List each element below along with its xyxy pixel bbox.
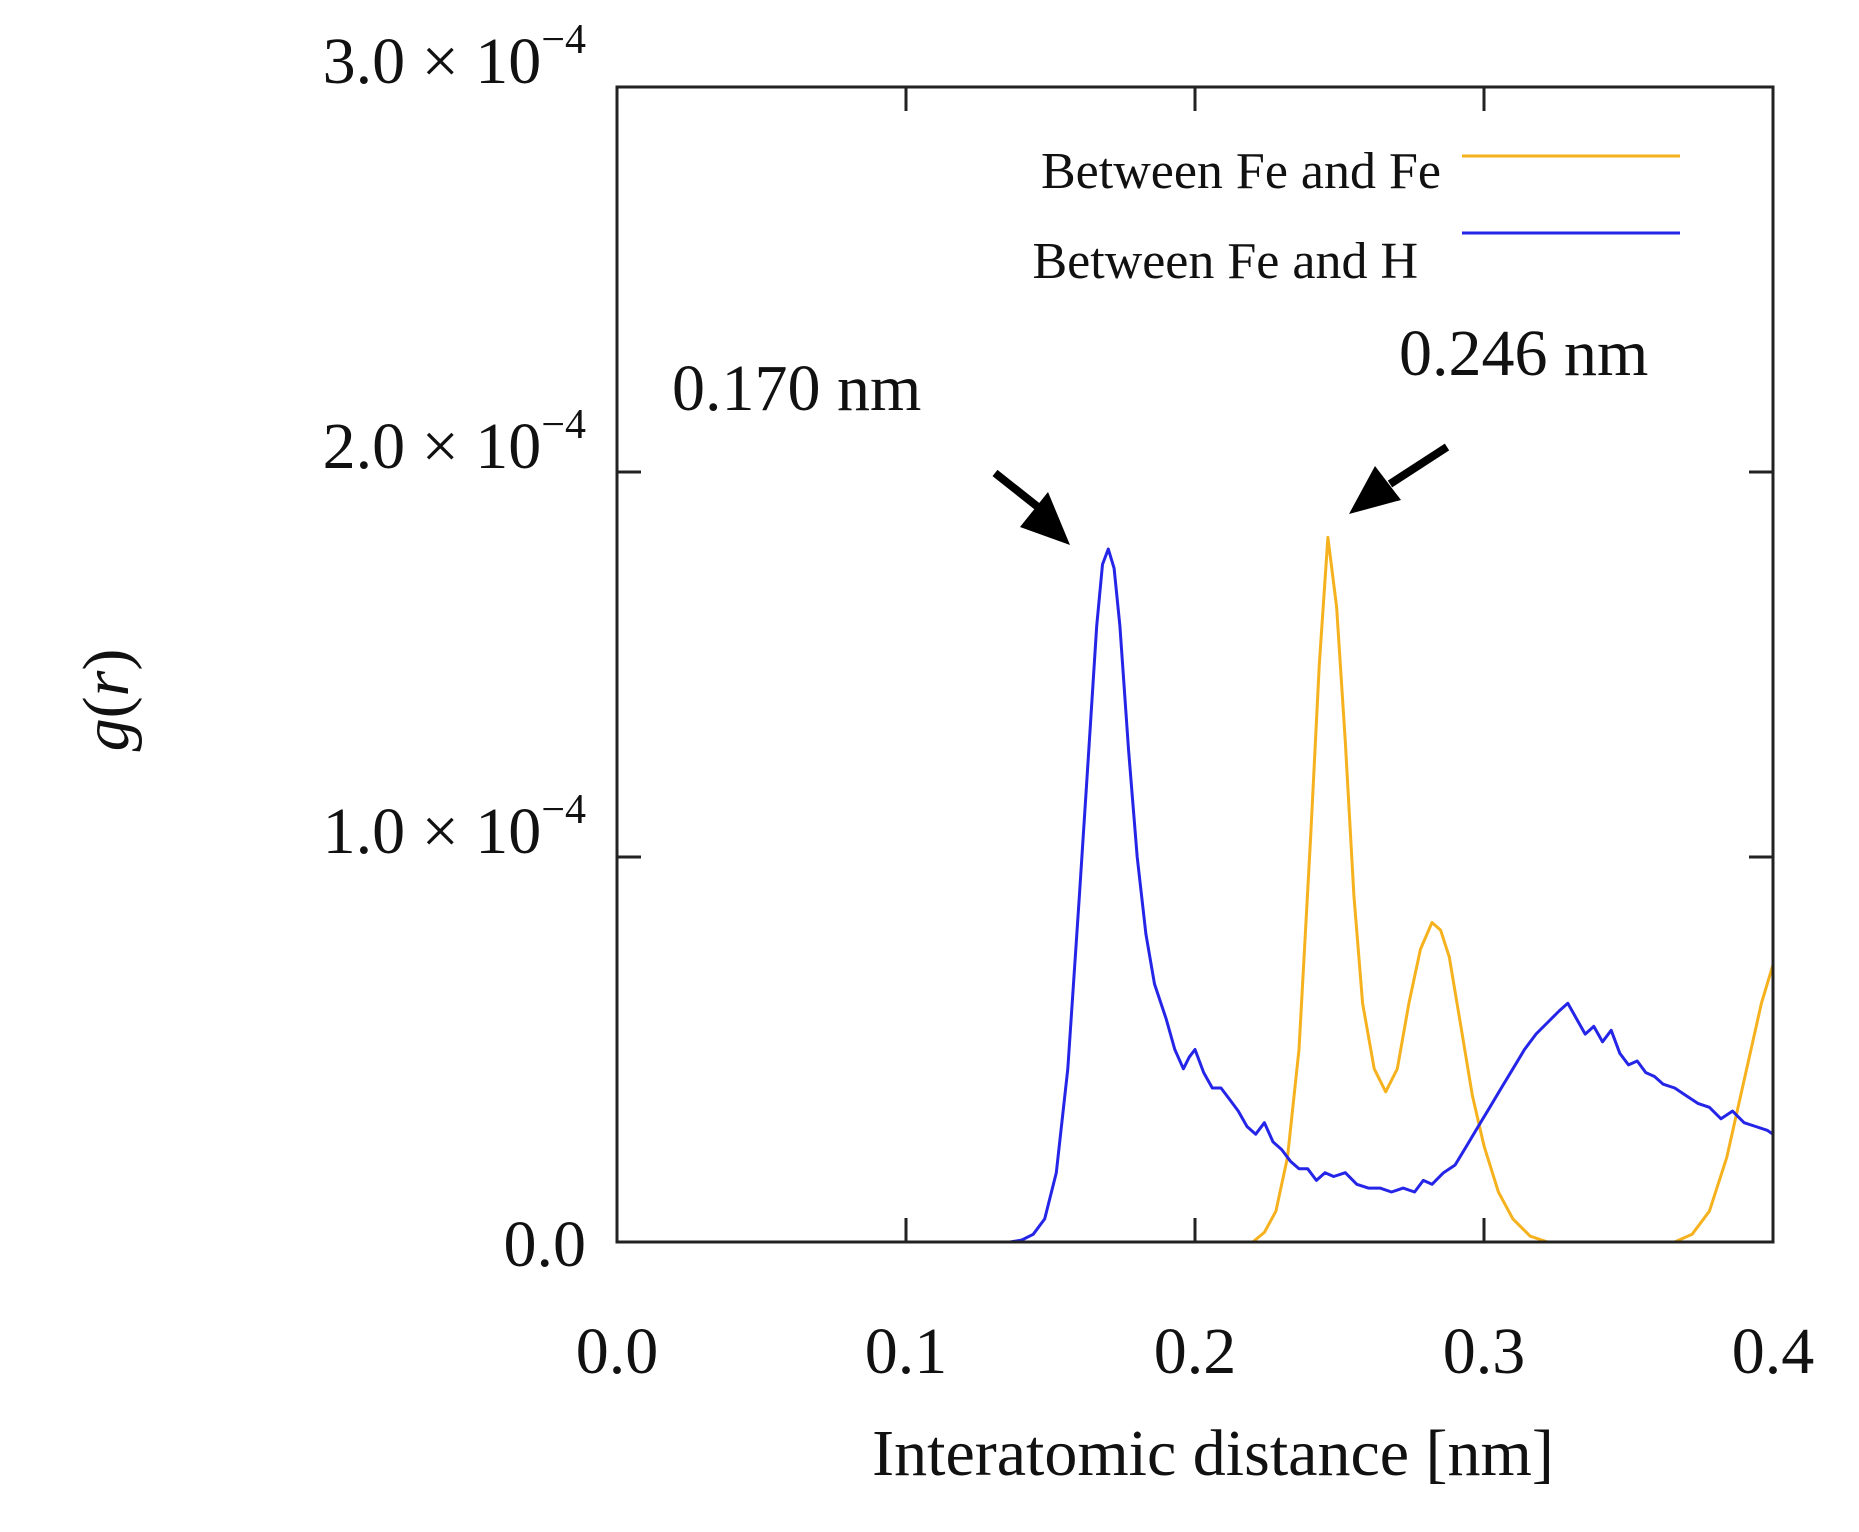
legend: Between Fe and Fe Between Fe and H [1032, 143, 1680, 290]
x-tick-label-2: 0.2 [1154, 1315, 1237, 1388]
x-tick-label-1: 0.1 [865, 1315, 948, 1388]
x-axis-label: Interatomic distance [nm] [872, 1417, 1554, 1490]
y-tick-label-2: 2.0 × 10−4 [323, 402, 586, 483]
peak-annotations: 0.170 nm 0.246 nm [672, 317, 1648, 545]
legend-label-fe-fe: Between Fe and Fe [1041, 143, 1441, 200]
y-tick-label-0: 0.0 [504, 1208, 587, 1281]
y-axis-label: g(r) [70, 649, 143, 752]
annotation-arrow-fe-fe-peak [1387, 443, 1450, 488]
legend-label-fe-h: Between Fe and H [1032, 233, 1418, 290]
series-line-0 [1251, 535, 1775, 1244]
x-tick-label-4: 0.4 [1732, 1315, 1815, 1388]
annotation-label-fe-fe-peak: 0.246 nm [1399, 317, 1648, 390]
y-tick-labels: 0.0 1.0 × 10−4 2.0 × 10−4 3.0 × 10−4 [323, 17, 586, 1281]
annotation-arrowhead-fe-h-peak [1020, 492, 1070, 545]
series-layer [1009, 535, 1775, 1244]
y-tick-label-1: 1.0 × 10−4 [323, 787, 586, 868]
y-tick-label-3: 3.0 × 10−4 [323, 17, 586, 98]
series-line-1 [1009, 547, 1774, 1244]
x-tick-label-0: 0.0 [576, 1315, 659, 1388]
annotation-arrow-fe-h-peak [992, 469, 1046, 515]
x-tick-label-3: 0.3 [1443, 1315, 1526, 1388]
annotation-label-fe-h-peak: 0.170 nm [672, 352, 921, 425]
annotation-arrowhead-fe-fe-peak [1349, 466, 1401, 514]
plot-frame [615, 85, 1775, 1244]
x-tick-labels: 0.0 0.1 0.2 0.3 0.4 [576, 1315, 1815, 1388]
